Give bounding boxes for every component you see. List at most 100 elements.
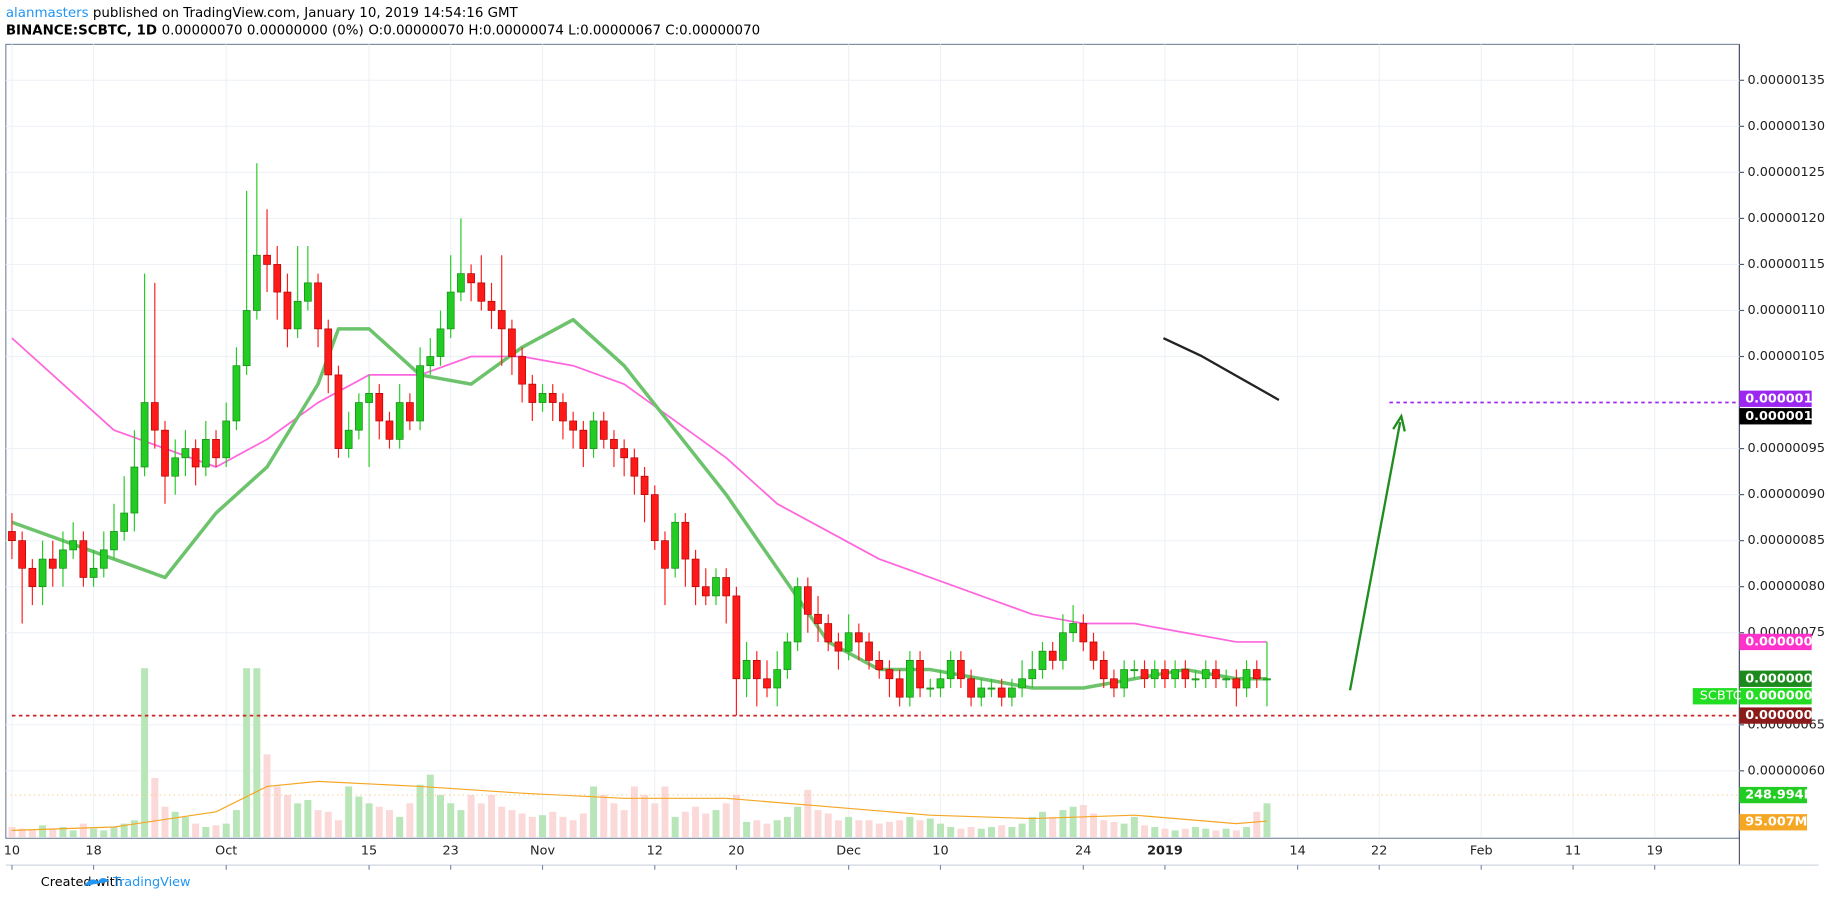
candle-body [18,540,27,569]
volume-bar [875,823,883,838]
candle-body [314,282,322,330]
volume-bar [1059,810,1067,838]
x-tick-label: Nov [530,844,555,859]
y-tick-label: 0.00000105 [1748,349,1825,364]
candle-body [232,365,241,422]
volume-bar [763,823,771,838]
y-tick-label: 0.00000110 [1748,303,1825,318]
volume-label-box [1739,786,1808,804]
candle-body [334,374,343,449]
y-tick-label: 0.00000080 [1748,579,1825,594]
candle-body [518,356,526,385]
volume-bar [661,786,669,838]
volume-bar [947,826,955,838]
volume-bar [559,816,567,838]
candle-body [885,669,894,680]
volume-bar [1090,813,1098,838]
volume-bar [508,810,516,838]
candle-body [467,273,475,284]
footer-brand[interactable]: TradingView [112,875,190,890]
volume-bar [334,820,342,838]
volume-bar [406,803,414,838]
volume-bar [314,810,322,838]
candle-body [1110,678,1118,689]
volume-bar [936,823,944,838]
volume-bar [967,826,975,838]
volume-bar [916,820,924,838]
volume-bar [569,820,577,838]
candle-body [987,687,996,690]
candle-body [1120,669,1128,689]
candle-body [416,365,424,422]
volume-bar [1171,830,1179,838]
x-tick-label: 2019 [1147,844,1183,859]
candle-body [681,521,690,560]
candle-body [773,669,782,689]
y-tick-label: 0.00000120 [1748,211,1825,226]
symbol-line: BINANCE:SCBTC, 1D 0.00000070 0.00000000 … [6,23,760,38]
volume-bar [69,830,77,838]
volume-bar [436,794,444,838]
candle-body [946,660,955,680]
volume-bar [385,810,393,838]
candle-body [865,641,873,661]
candle-body [395,402,404,440]
candle-body [589,420,598,449]
volume-bar [232,810,240,838]
volume-bar [171,811,179,838]
volume-bar [885,821,893,838]
volume-bar [549,811,557,838]
candle-body [1171,669,1179,680]
candle-body [997,687,1006,698]
volume-bar [263,754,271,838]
candle-body [1263,678,1271,681]
candle-body [1232,678,1241,689]
y-tick-label: 0.00000095 [1748,441,1825,456]
candle-body [161,429,169,477]
candle-body [936,678,945,689]
candle-body [508,328,516,357]
volume-bar [681,811,689,838]
x-tick-label: 15 [361,844,377,859]
price-label: 0.00000070 [1745,689,1828,704]
volume-bar [151,778,159,838]
candle-body [1028,669,1037,680]
volume-bar [457,810,465,838]
volume-bar [1202,828,1210,838]
candle-body [671,521,680,569]
volume-bar [1120,823,1128,838]
plot [5,44,1740,838]
volume-bar [18,828,26,838]
candle-body [895,678,904,698]
y-tick-label: 0.00000135 [1748,73,1825,88]
x-tick-label: 23 [443,844,459,859]
volume-bar [79,823,87,838]
candle-body [875,660,884,670]
candle-body [1150,669,1159,680]
candle-body [222,420,231,459]
candle-body [926,687,935,690]
volume-bar [253,668,261,838]
candle-body [1212,669,1220,680]
volume-bar [1161,828,1169,838]
volume-bar [600,794,608,838]
volume-bar [834,820,842,838]
author[interactable]: alanmasters [6,6,89,21]
candle-body [579,429,588,449]
volume-bar [324,811,332,838]
candle-body [854,632,863,643]
candle-body [99,549,108,569]
volume-bar [202,826,210,838]
candle-body [691,558,700,588]
candle-body [8,531,16,542]
volume-bar [222,823,230,838]
volume-bar [1079,805,1087,838]
candle-body [834,641,843,652]
volume-bar [1049,816,1057,838]
x-tick-label: 18 [85,844,101,859]
quote: 0.00000070 0.00000000 (0%) [162,23,364,38]
volume-bar [590,786,598,838]
candle-body [273,264,282,293]
candle-body [497,310,506,330]
candle-body [69,540,78,551]
